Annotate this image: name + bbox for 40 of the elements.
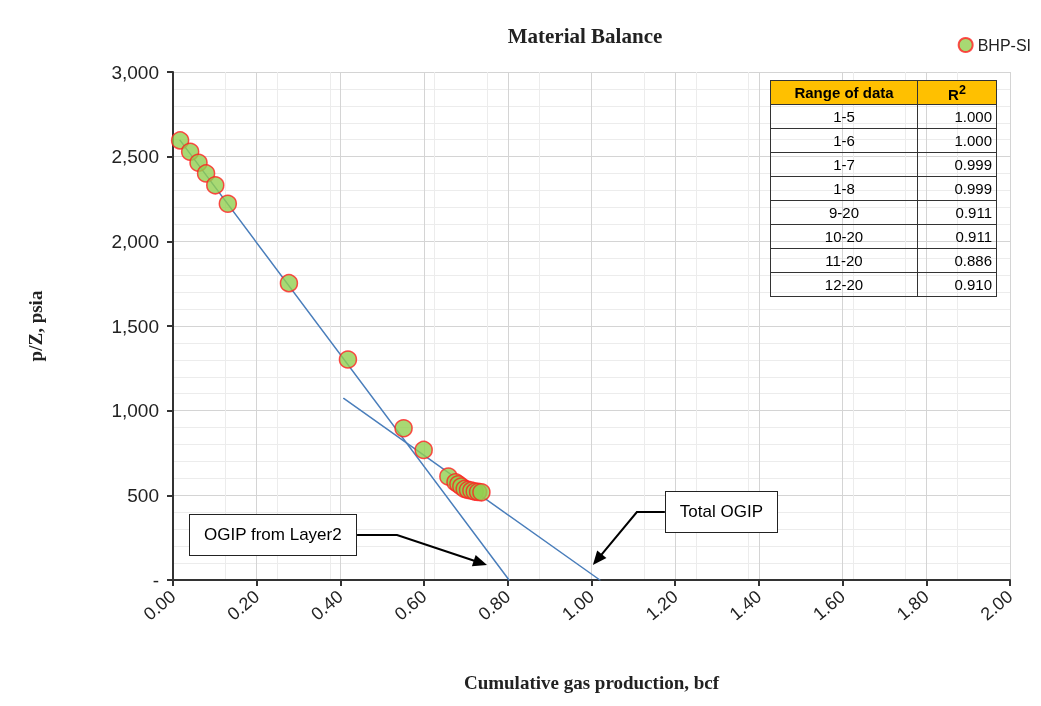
- x-axis-title: Cumulative gas production, bcf: [463, 672, 720, 693]
- x-tick-label: 1.00: [558, 586, 598, 625]
- annotation: R$^{2}$: [917, 80, 997, 105]
- annotation: 1-8: [770, 176, 918, 201]
- annotation: 0.886: [917, 248, 997, 273]
- y-tick-label: 3,000: [111, 61, 159, 83]
- callout-box: OGIP from Layer2: [189, 514, 357, 556]
- annotation: 0.999: [917, 152, 997, 177]
- annotation: 11-20: [770, 248, 918, 273]
- callout-box: Total OGIP: [664, 491, 778, 533]
- annotation: 0.911: [917, 224, 997, 249]
- annotation: 9-20: [770, 200, 918, 225]
- y-tick-label: 1,500: [111, 315, 159, 337]
- y-tick-label: 1,000: [111, 400, 159, 422]
- x-tick-label: 1.20: [641, 586, 682, 625]
- x-tick-label: 2.00: [976, 586, 1017, 625]
- annotation: 10-20: [770, 224, 918, 249]
- x-tick-label: 0.60: [390, 586, 431, 625]
- x-tick-label: 0.80: [474, 586, 515, 625]
- x-tick-label: 0.40: [307, 586, 347, 625]
- x-tick-label: 1.40: [725, 586, 766, 625]
- y-tick-label: 2,500: [111, 146, 159, 168]
- annotation: Range of data: [770, 80, 918, 105]
- y-tick-label: 500: [127, 484, 159, 506]
- annotation: 1-6: [770, 128, 918, 153]
- annotation: 1.000: [917, 104, 997, 129]
- x-tick-label: 1.80: [893, 586, 933, 625]
- chart-title: Material Balance: [507, 23, 663, 48]
- annotation: 1-5: [770, 104, 918, 129]
- annotation: 0.910: [917, 272, 997, 297]
- x-tick-label: 0.20: [223, 586, 264, 625]
- y-tick-label: 2,000: [111, 230, 159, 252]
- annotation: 0.999: [917, 176, 997, 201]
- x-tick-label: 1.60: [809, 586, 850, 625]
- annotation: 1-7: [770, 152, 918, 177]
- annotation: 12-20: [770, 272, 918, 297]
- annotation: 0.911: [917, 200, 997, 225]
- legend-label: BHP-SI: [977, 36, 1031, 54]
- annotation: 1.000: [917, 128, 997, 153]
- y-axis-title: p/Z, psia: [25, 290, 46, 362]
